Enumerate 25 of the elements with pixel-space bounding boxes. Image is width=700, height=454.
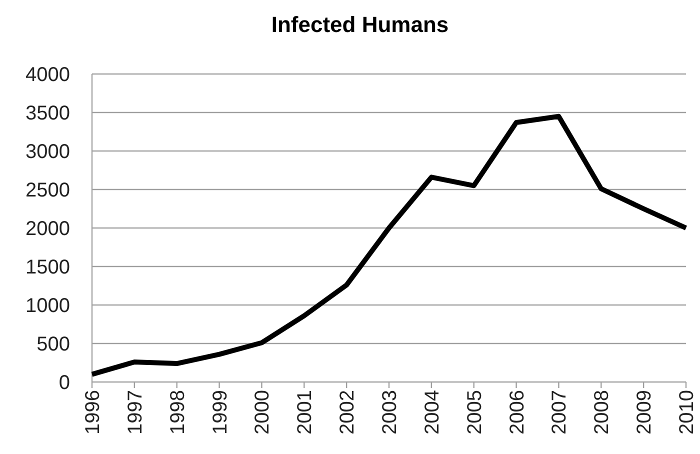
x-tick-label: 1996: [82, 390, 104, 434]
x-tick-label: 2010: [676, 390, 698, 434]
x-tick-label: 1999: [209, 390, 232, 434]
y-tick-label: 1000: [26, 295, 70, 317]
x-tick-label: 1997: [124, 390, 146, 434]
x-tick-label: 2001: [294, 390, 316, 434]
chart-title: Infected Humans: [271, 12, 449, 37]
x-tick-label: 2005: [464, 390, 486, 434]
x-tick-label: 2004: [421, 390, 444, 434]
y-tick-label: 4000: [26, 64, 70, 86]
y-tick-label: 1500: [26, 256, 70, 278]
y-tick-label: 2500: [26, 180, 70, 202]
x-tick-label: 1998: [166, 390, 189, 434]
x-tick-label: 2009: [634, 390, 656, 434]
y-tick-label: 2000: [26, 218, 70, 240]
x-tick-label: 2006: [506, 390, 528, 434]
y-tick-label: 3500: [26, 102, 70, 124]
y-tick-label: 3000: [26, 141, 70, 163]
y-tick-label: 500: [36, 334, 70, 356]
x-tick-label: 2000: [252, 390, 274, 434]
x-tick-label: 2007: [548, 390, 571, 434]
x-tick-label: 2003: [379, 390, 401, 434]
x-tick-label: 2002: [336, 390, 359, 434]
x-tick-label: 2008: [591, 390, 614, 434]
y-tick-label: 0: [58, 372, 70, 394]
